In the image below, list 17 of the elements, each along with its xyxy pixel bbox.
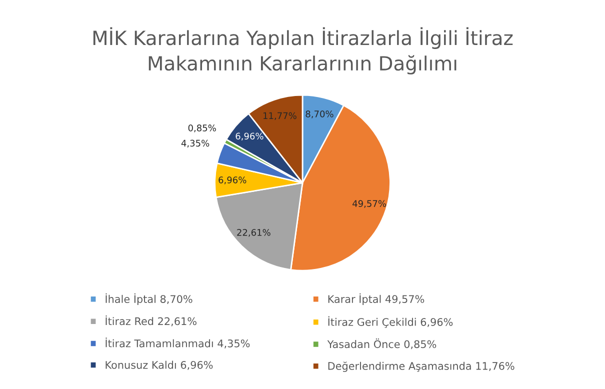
legend-label: İtiraz Tamamlanmadı 4,35% bbox=[106, 338, 250, 348]
legend-label: İhale İptal 8,70% bbox=[106, 293, 192, 306]
legend-label: Karar İptal 49,57% bbox=[328, 293, 424, 306]
legend-label: İtiraz Geri Çekildi 6,96% bbox=[328, 316, 453, 328]
legend-label: Değerlendirme Aşamasında 11,76% bbox=[328, 362, 514, 372]
data-label: 6,96% bbox=[236, 132, 264, 140]
data-label: 6,96% bbox=[218, 176, 246, 184]
legend-label: Konusuz Kaldı 6,96% bbox=[106, 360, 213, 370]
data-label: 22,61% bbox=[237, 229, 270, 237]
legend-label: Yasadan Önce 0,85% bbox=[327, 338, 436, 350]
data-label: 0,85% bbox=[188, 124, 216, 132]
legend-label: İtiraz Red 22,61% bbox=[106, 316, 196, 326]
data-label: 49,57% bbox=[352, 200, 386, 208]
data-label: 4,35% bbox=[181, 140, 210, 148]
data-label: 11,77% bbox=[263, 112, 296, 120]
data-label: 8,70% bbox=[306, 110, 334, 118]
chart-title: MİK Kararlarına Yapılan İtirazlarla İlgili İtiraz Makamının Kararlarının Dağılımı bbox=[93, 27, 513, 74]
